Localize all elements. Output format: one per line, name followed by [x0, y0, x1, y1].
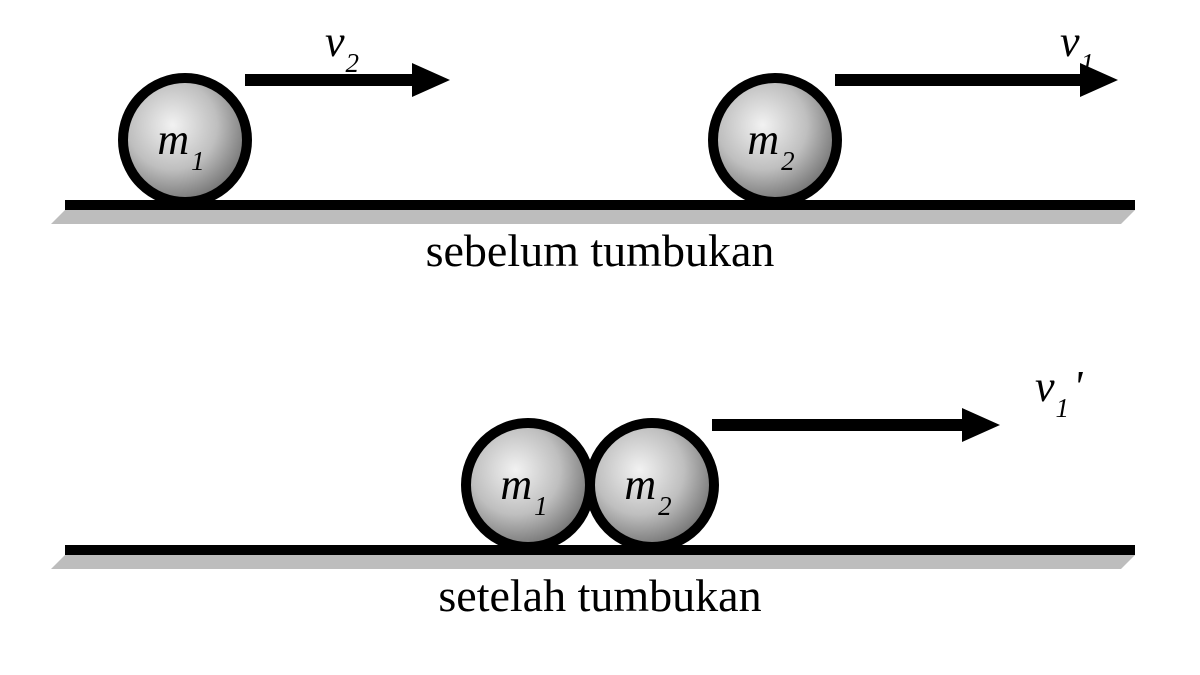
ground-band — [51, 210, 1135, 224]
arrow-head-icon — [962, 408, 1000, 442]
diagram-stage: m1m2v2v1m1m2v1' sebelum tumbukan setelah… — [0, 0, 1200, 675]
caption-before: sebelum tumbukan — [0, 224, 1200, 277]
ground-surface — [65, 200, 1135, 210]
velocity-label: v1 — [1060, 17, 1094, 78]
velocity-label: v1' — [1035, 362, 1084, 423]
caption-after: setelah tumbukan — [0, 569, 1200, 622]
ground-surface — [65, 545, 1135, 555]
ground-band — [51, 555, 1135, 569]
velocity-label: v2 — [325, 17, 359, 78]
arrow-head-icon — [412, 63, 450, 97]
